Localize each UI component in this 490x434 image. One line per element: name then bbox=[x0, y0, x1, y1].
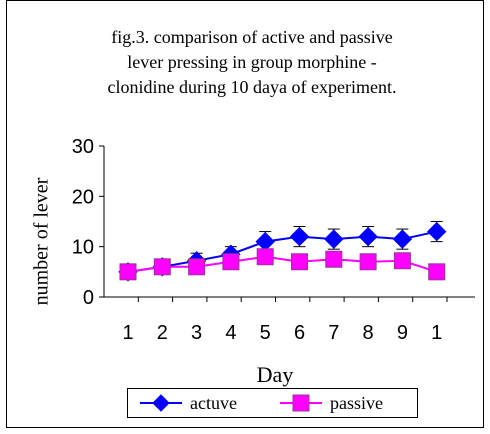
x-tick-label: 3 bbox=[191, 322, 202, 344]
series-line-actuve bbox=[127, 230, 437, 273]
legend: actuve passive bbox=[127, 388, 418, 418]
point-actuve bbox=[255, 231, 275, 252]
x-tick-label: 6 bbox=[294, 322, 305, 344]
point-actuve bbox=[358, 226, 378, 247]
y-tick-label: 10 bbox=[72, 237, 94, 259]
y-tick-label: 30 bbox=[72, 136, 94, 158]
point-actuve bbox=[392, 229, 413, 249]
point-passive bbox=[119, 263, 137, 281]
x-tick-label: 8 bbox=[363, 322, 374, 344]
point-passive bbox=[188, 258, 206, 276]
y-tick-label: 0 bbox=[83, 287, 94, 309]
chart-title: fig.3. comparison of active and passive … bbox=[67, 25, 437, 100]
point-passive bbox=[256, 248, 274, 266]
point-passive bbox=[291, 253, 308, 271]
chart-title-line-3: clonidine during 10 daya of experiment. bbox=[107, 77, 397, 97]
x-tick-label: 1 bbox=[122, 322, 133, 344]
x-tick-label: 7 bbox=[328, 322, 339, 344]
point-passive bbox=[153, 258, 171, 276]
x-tick-label: 1 bbox=[431, 322, 442, 344]
legend-swatch-passive bbox=[280, 394, 322, 412]
point-passive bbox=[393, 252, 411, 270]
point-passive bbox=[325, 250, 343, 268]
chart-frame: fig.3. comparison of active and passive … bbox=[6, 0, 484, 428]
y-tick-label: 20 bbox=[72, 186, 94, 208]
series-line-passive bbox=[127, 255, 438, 273]
legend-label-passive: passive bbox=[330, 393, 383, 413]
point-passive bbox=[428, 263, 446, 281]
point-actuve bbox=[324, 229, 344, 249]
x-tick-label: 4 bbox=[225, 322, 236, 344]
chart-title-line-2: lever pressing in group morphine - bbox=[127, 52, 377, 72]
point-passive bbox=[359, 253, 377, 271]
legend-entry-actuve: actuve bbox=[138, 391, 288, 415]
x-axis-label: Day bbox=[256, 362, 294, 387]
legend-entry-passive: passive bbox=[278, 391, 413, 415]
point-actuve bbox=[426, 221, 447, 242]
x-tick-label: 5 bbox=[260, 322, 271, 344]
x-tick-label: 9 bbox=[397, 322, 408, 344]
legend-swatch-actuve bbox=[140, 394, 182, 412]
chart-title-line-1: fig.3. comparison of active and passive bbox=[111, 27, 393, 47]
legend-label-actuve: actuve bbox=[190, 393, 237, 413]
point-actuve bbox=[289, 226, 310, 247]
x-tick-label: 2 bbox=[157, 322, 168, 344]
y-axis-label: number of lever bbox=[30, 177, 53, 306]
point-passive bbox=[222, 253, 240, 271]
